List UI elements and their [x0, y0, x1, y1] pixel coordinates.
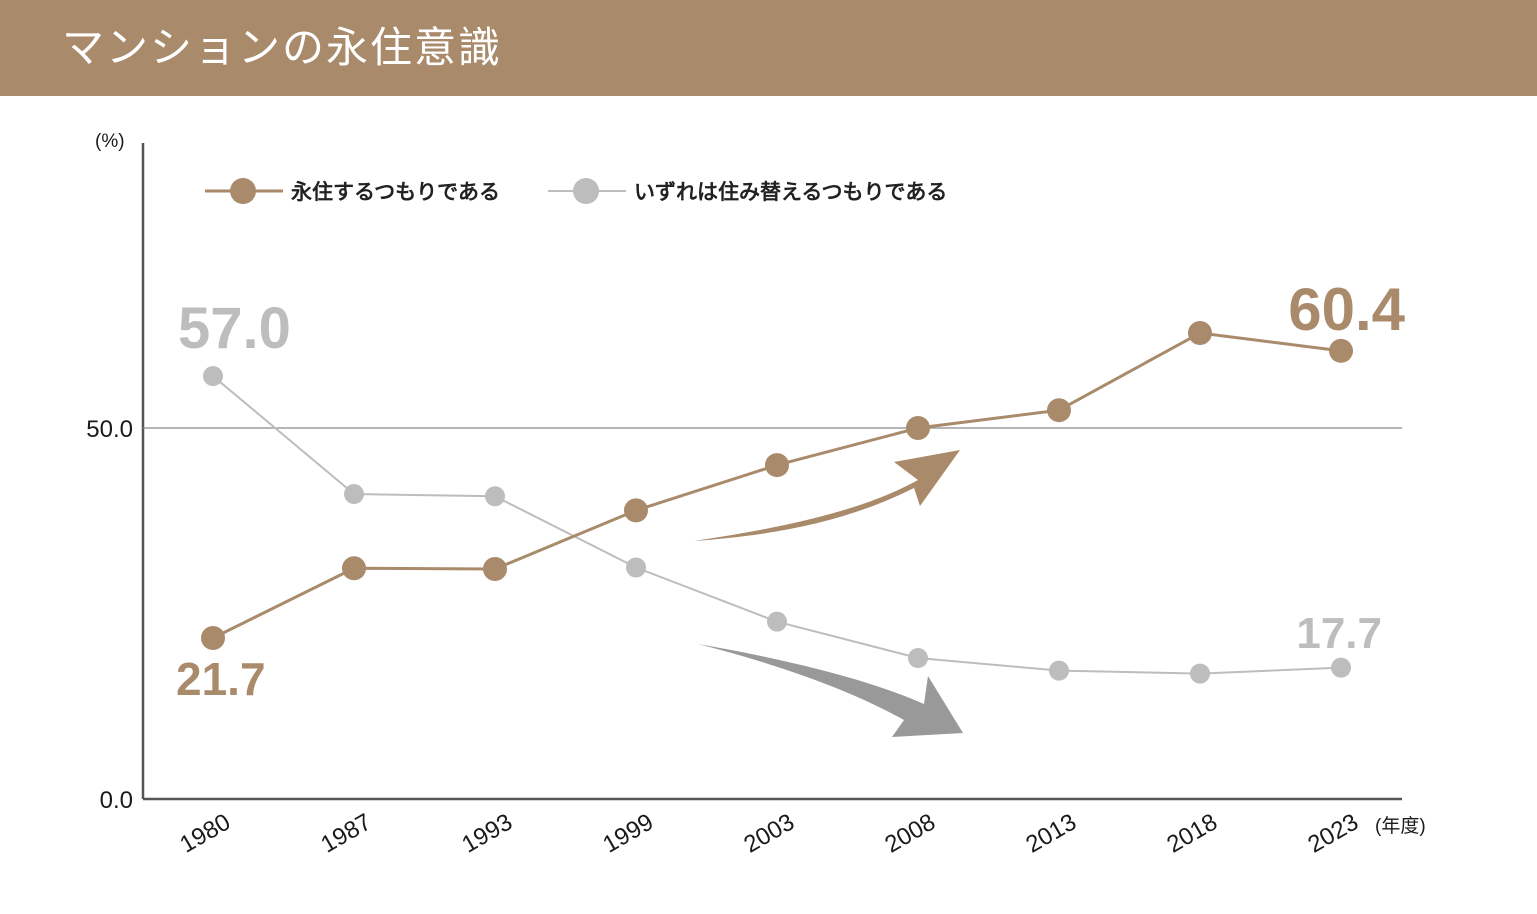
- data-point: [201, 625, 225, 650]
- title-bar: マンションの永住意識: [0, 0, 1537, 96]
- data-point: [485, 486, 505, 507]
- x-tick-label: 1993: [457, 808, 517, 858]
- legend-label: いずれは住み替えるつもりである: [634, 180, 947, 204]
- data-point: [344, 484, 364, 505]
- x-tick-label: 2008: [880, 808, 940, 858]
- data-point: [342, 556, 366, 581]
- x-tick-label: 2018: [1162, 808, 1222, 858]
- x-unit-label: (年度): [1375, 815, 1426, 837]
- value-label: 17.7: [1296, 609, 1382, 658]
- x-tick-label: 1999: [598, 808, 658, 858]
- data-point: [203, 366, 223, 387]
- y-unit-label: (%): [95, 131, 125, 152]
- data-point: [1190, 663, 1210, 684]
- data-point: [906, 416, 930, 440]
- y-tick-label: 0.0: [100, 787, 133, 814]
- data-point: [624, 498, 648, 523]
- data-point: [767, 611, 787, 632]
- value-label: 21.7: [176, 653, 266, 705]
- value-label: 57.0: [178, 296, 291, 361]
- x-tick-label: 2013: [1021, 808, 1081, 858]
- data-point: [1049, 660, 1069, 681]
- series-line: [212, 331, 1342, 640]
- data-point: [1047, 398, 1071, 423]
- data-point: [1329, 338, 1353, 363]
- data-point: [1331, 657, 1351, 678]
- data-point: [626, 557, 646, 578]
- data-point: [908, 648, 928, 669]
- data-point: [1188, 321, 1212, 346]
- legend-marker: [230, 178, 256, 204]
- legend-label: 永住するつもりである: [290, 180, 500, 204]
- x-tick-label: 1980: [175, 808, 235, 858]
- chart-title: マンションの永住意識: [62, 23, 503, 72]
- data-point: [765, 453, 789, 478]
- value-label: 60.4: [1288, 276, 1405, 343]
- data-point: [483, 556, 507, 581]
- x-tick-label: 1987: [316, 808, 376, 858]
- trend-arrow-up: [694, 450, 960, 541]
- x-tick-label: 2003: [739, 808, 799, 858]
- x-tick-label: 2023: [1303, 808, 1363, 858]
- legend-marker: [573, 178, 599, 204]
- trend-arrow-down: [698, 644, 963, 737]
- y-tick-label: 50.0: [86, 416, 133, 443]
